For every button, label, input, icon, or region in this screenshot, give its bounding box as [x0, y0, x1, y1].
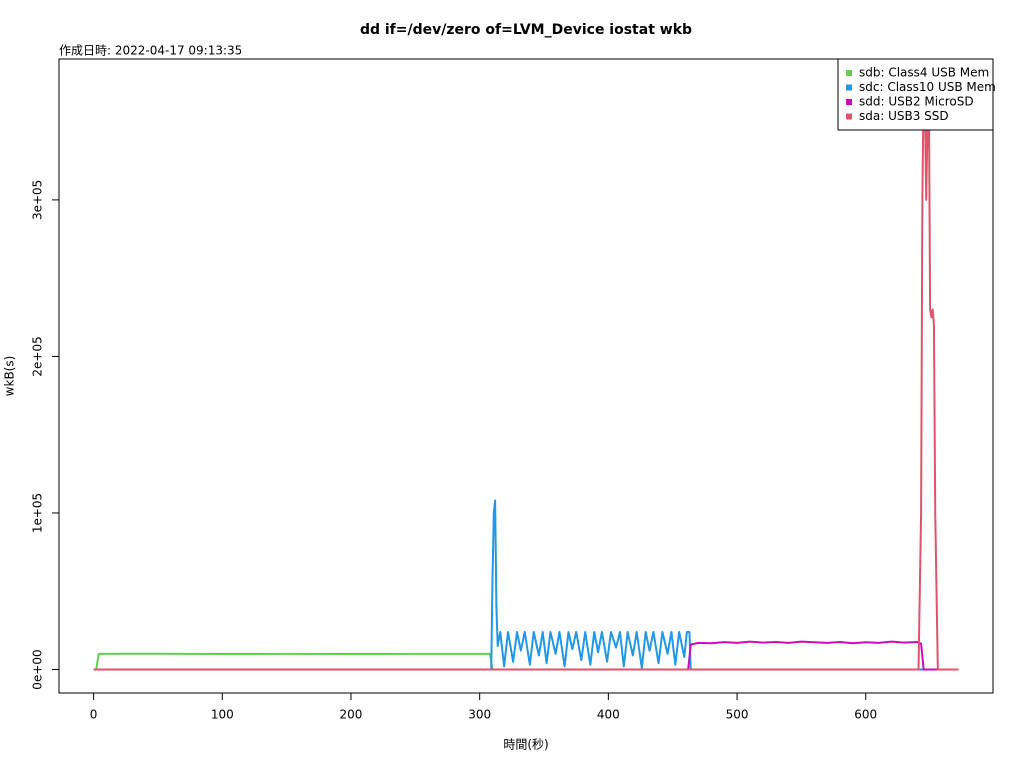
legend-label: sdd: USB2 MicroSD — [859, 95, 974, 109]
y-tick-label: 0e+00 — [31, 649, 45, 689]
series-line — [93, 652, 959, 671]
chart-title: dd if=/dev/zero of=LVM_Device iostat wkb — [360, 22, 692, 38]
x-tick-label: 0 — [90, 708, 98, 722]
series-line — [93, 640, 959, 671]
legend-label: sda: USB3 SSD — [859, 109, 949, 123]
legend-swatch — [846, 113, 852, 120]
x-tick-label: 100 — [211, 708, 234, 722]
plot-lines — [93, 81, 959, 671]
series-line — [93, 81, 959, 671]
x-tick-label: 200 — [340, 708, 363, 722]
x-tick-label: 500 — [726, 708, 749, 722]
legend-swatch — [846, 84, 852, 91]
plot-frame — [58, 58, 994, 694]
legend-label: sdc: Class10 USB Mem — [859, 80, 996, 94]
y-tick-label: 3e+05 — [31, 180, 45, 220]
x-tick-label: 400 — [597, 708, 620, 722]
y-axis-label: wkB(s) — [3, 356, 17, 397]
legend-swatch — [846, 70, 852, 76]
x-tick-label: 300 — [468, 708, 491, 722]
x-axis-label: 時間(秒) — [503, 738, 548, 752]
x-tick-label: 600 — [854, 708, 877, 722]
subtitle: 作成日時: 2022-04-17 09:13:35 — [59, 44, 242, 58]
y-tick-label: 2e+05 — [31, 336, 45, 376]
legend-swatch — [846, 99, 852, 105]
legend-label: sdb: Class4 USB Mem — [859, 66, 989, 80]
y-tick-label: 1e+05 — [31, 493, 45, 533]
legend-box — [837, 58, 994, 131]
series-line — [93, 499, 959, 671]
